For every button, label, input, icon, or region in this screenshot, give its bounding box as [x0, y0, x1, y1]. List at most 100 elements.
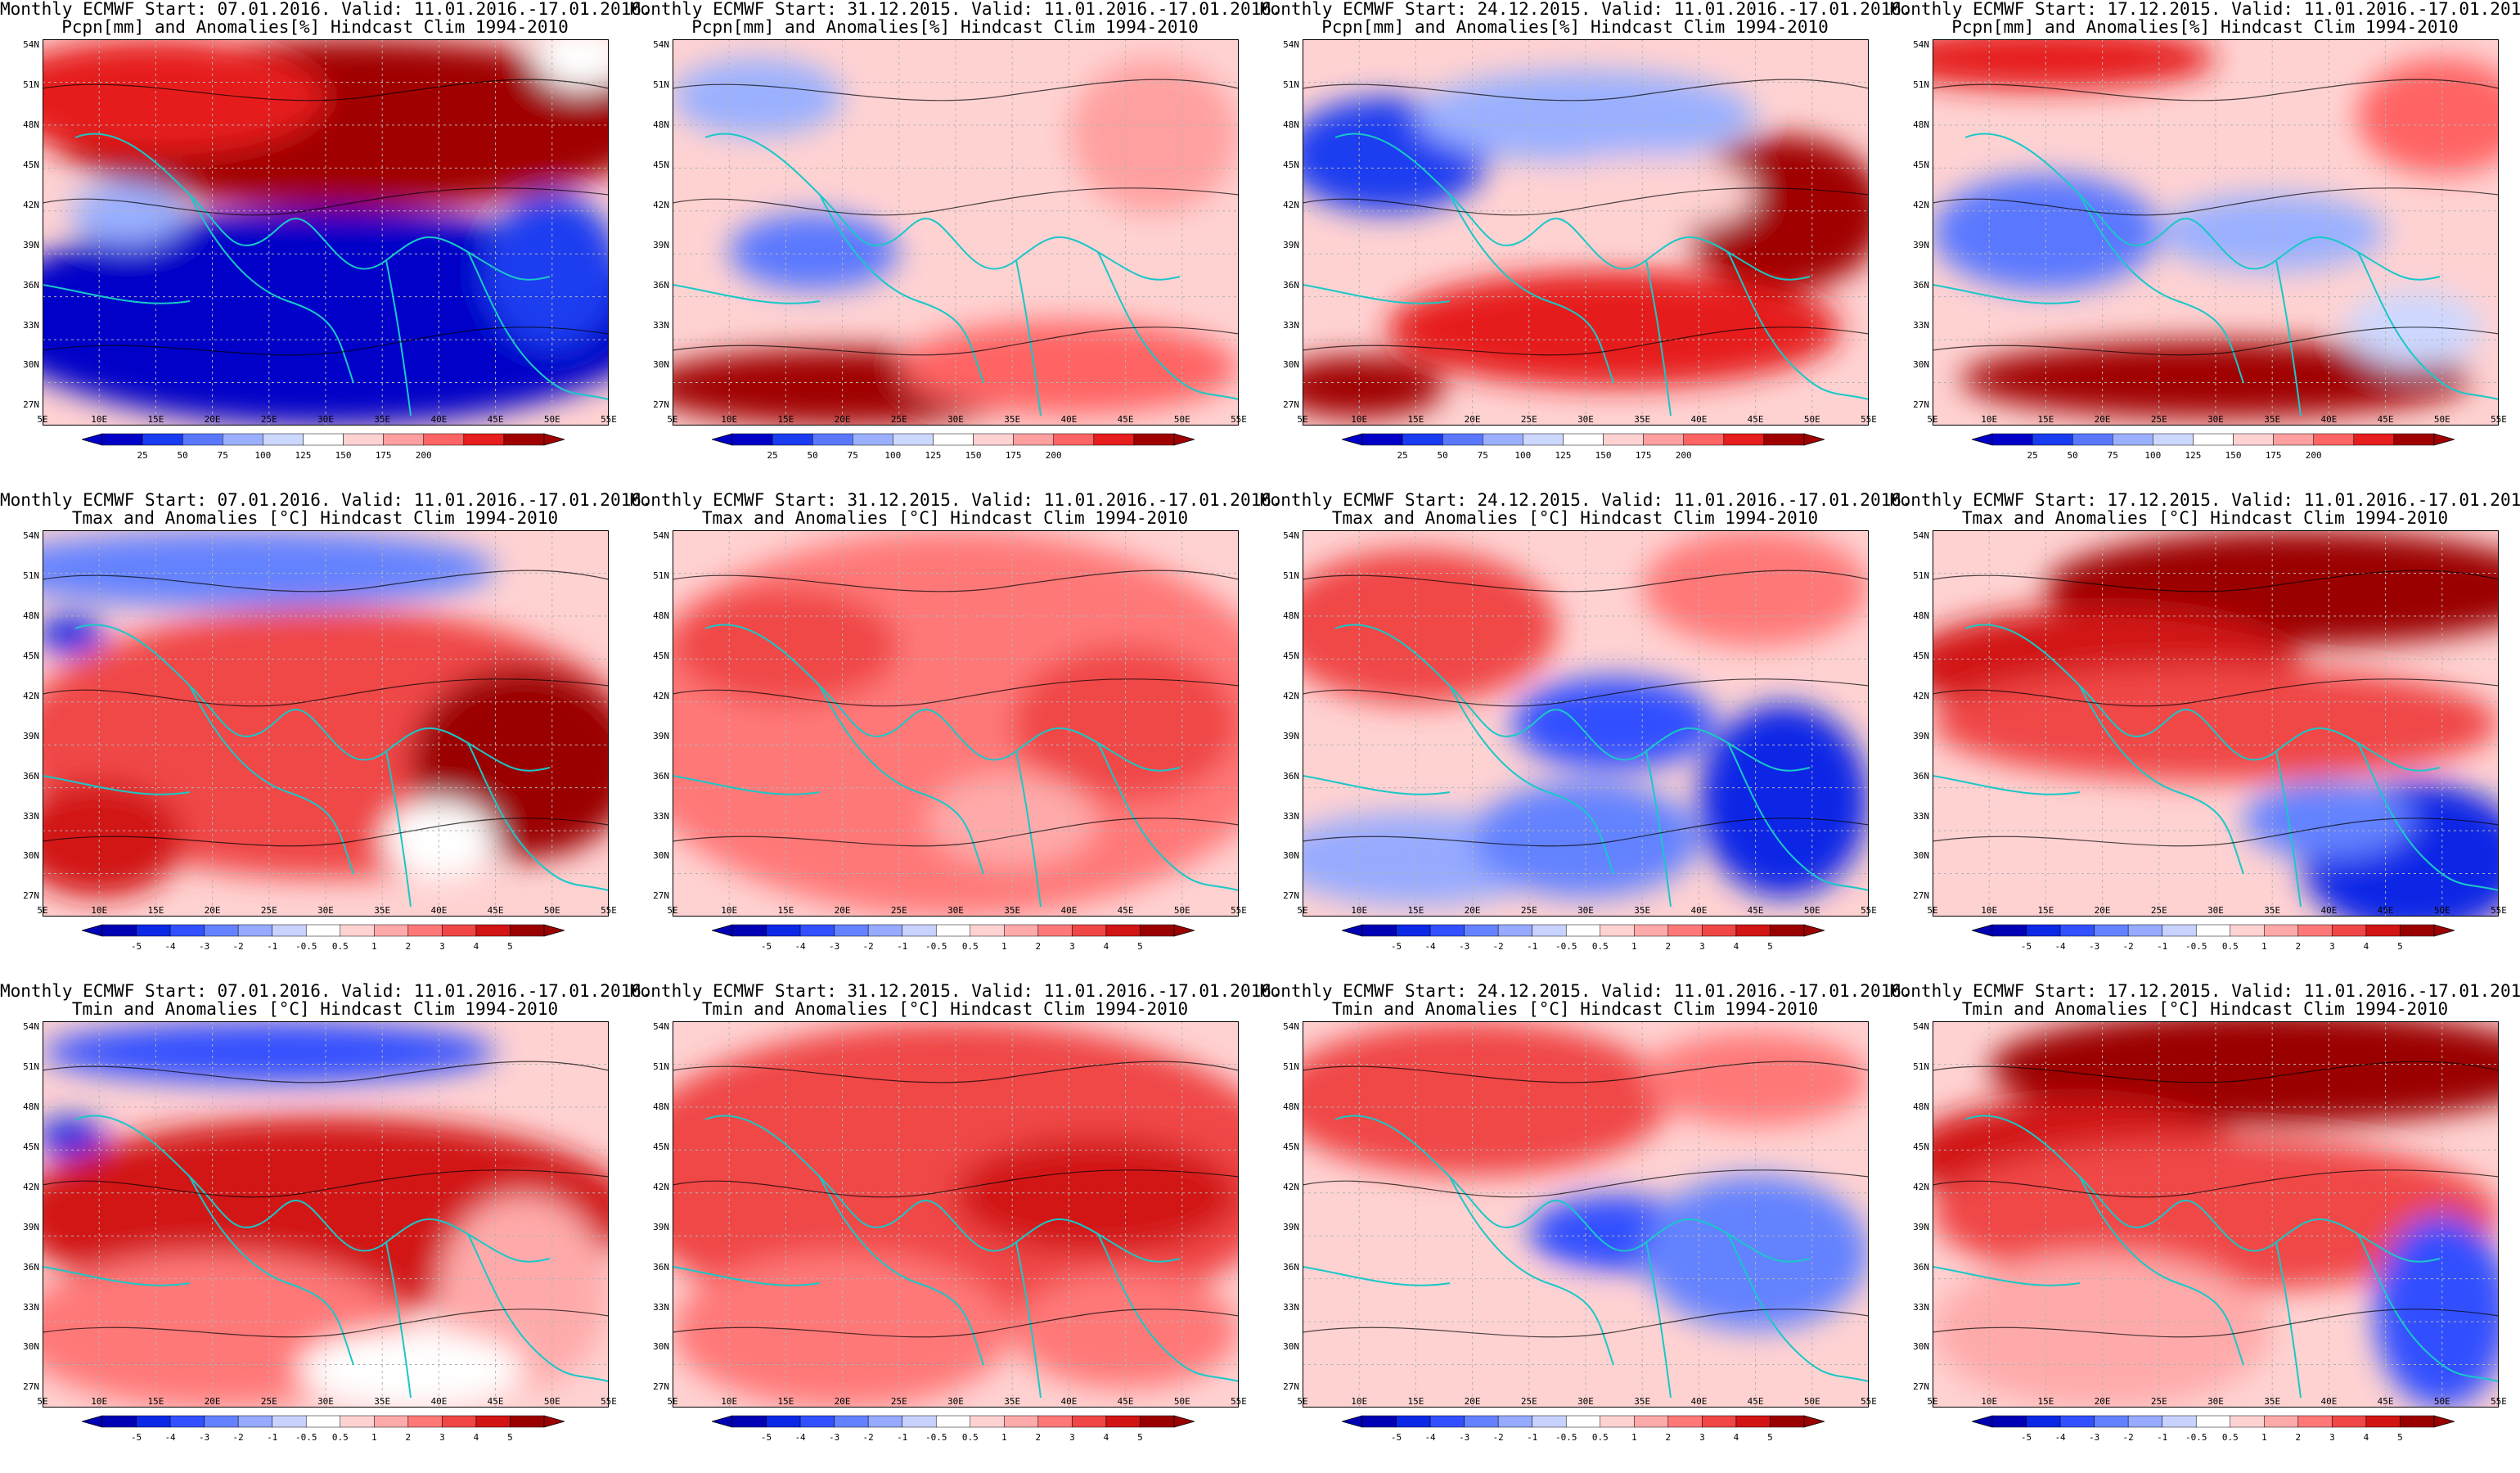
latitude-label: 30N [23, 359, 39, 371]
latitude-label: 51N [653, 1061, 669, 1072]
longitude-label: 55E [2491, 414, 2507, 425]
longitude-label: 35E [1004, 414, 1021, 425]
longitude-label: 20E [2094, 1396, 2111, 1407]
anomaly-region [2374, 1214, 2499, 1408]
colorbar-swatch [766, 924, 801, 937]
latitude-label: 45N [23, 159, 39, 170]
anomaly-region [1303, 549, 1558, 705]
colorbar-tick-label: 0.5 [1592, 1432, 1609, 1443]
latitude-label: 27N [1283, 399, 1299, 411]
colorbar-swatch [303, 433, 344, 446]
colorbar-tick-label: -4 [1424, 1432, 1436, 1443]
colorbar-swatch [442, 924, 477, 937]
colorbar-tick-label: 200 [2306, 450, 2322, 461]
colorbar-tick-label: 4 [1104, 1432, 1109, 1443]
latitude-label: 42N [23, 690, 39, 701]
longitude-label: 5E [667, 1396, 678, 1407]
colorbar-swatch [2162, 1415, 2197, 1428]
colorbar-tick-label: 0.5 [962, 1432, 979, 1443]
latitude-label: 54N [1283, 530, 1299, 541]
colorbar-tick-label: 100 [2144, 450, 2161, 461]
colorbar-tick-label: 3 [439, 1432, 445, 1443]
coastline [43, 133, 609, 417]
colorbar-swatch [799, 924, 835, 937]
latitude-label: 51N [1283, 570, 1299, 581]
colorbar-tick-label: 4 [474, 941, 479, 952]
latitude-label: 36N [23, 279, 39, 291]
panel-title-variable: Pcpn[mm] and Anomalies[%] Hindcast Clim … [1951, 17, 2459, 37]
forecast-panel: Monthly ECMWF Start: 31.12.2015. Valid: … [630, 491, 1282, 982]
latitude-label: 30N [1283, 359, 1299, 371]
latitude-label: 54N [23, 1021, 39, 1032]
latitude-label: 54N [1283, 39, 1299, 50]
longitude-label: 50E [1803, 1396, 1820, 1407]
colorbar-swatch [223, 433, 263, 446]
longitude-label: 55E [601, 1396, 617, 1407]
colorbar-swatch [1565, 924, 1601, 937]
contour-line [43, 79, 609, 356]
colorbar-tick-label: 75 [848, 450, 858, 461]
contour-line [1303, 570, 1869, 847]
colorbar-swatch [1429, 924, 1465, 937]
longitude-label: 10E [721, 905, 738, 916]
colorbar-tick-label: -3 [829, 1432, 839, 1443]
colorbar-tick-label: -3 [2089, 1432, 2099, 1443]
forecast-panel: Monthly ECMWF Start: 31.12.2015. Valid: … [630, 0, 1282, 491]
longitude-label: 25E [260, 414, 277, 425]
latitude-label: 30N [1283, 1341, 1299, 1353]
colorbar-swatch [272, 924, 307, 937]
colorbar-swatch [374, 924, 409, 937]
latitude-label: 39N [1913, 730, 1929, 741]
colorbar-swatch [1735, 924, 1771, 937]
latitude-label: 39N [653, 1221, 669, 1232]
longitude-label: 15E [777, 1396, 794, 1407]
colorbar-swatch [2332, 924, 2367, 937]
anomaly-region [1012, 646, 1239, 801]
colorbar-tick-label: -3 [199, 1432, 209, 1443]
colorbar-tick-label: -3 [199, 941, 209, 952]
longitude-label: 45E [1747, 1396, 1764, 1407]
panel-title-start: Monthly ECMWF Start: 31.12.2015. Valid: … [630, 981, 1282, 1001]
longitude-label: 10E [91, 414, 108, 425]
latitude-label: 36N [1283, 770, 1299, 782]
colorbar: 25 50 75 100 125 150 175 200 [82, 433, 565, 461]
longitude-label: 30E [947, 1396, 964, 1407]
forecast-panel: Monthly ECMWF Start: 07.01.2016. Valid: … [0, 0, 652, 491]
colorbar-tick-label: -2 [1493, 941, 1504, 952]
colorbar-tick-label: 125 [925, 450, 942, 461]
latitude-label: 51N [23, 79, 39, 90]
colorbar: -5 -4 -3 -2 -1 -0.5 0.5 1 2 3 4 5 [1342, 1415, 1825, 1443]
longitude-label: 10E [1981, 1396, 1998, 1407]
panel-title-variable: Pcpn[mm] and Anomalies[%] Hindcast Clim … [61, 17, 569, 37]
colorbar-swatch [902, 1415, 937, 1428]
latitude-label: 27N [23, 1381, 39, 1393]
longitude-label: 40E [1690, 1396, 1708, 1407]
colorbar-swatch [2297, 924, 2333, 937]
anomaly-region [70, 182, 184, 245]
contour-line [1933, 570, 2499, 847]
colorbar-swatch [1683, 433, 1725, 446]
latitude-label: 45N [1913, 1141, 1929, 1152]
latitude-label: 42N [1283, 199, 1299, 210]
colorbar-tick-label: -5 [761, 1432, 772, 1443]
anomaly-region [1933, 174, 2159, 291]
anomaly-region [1933, 39, 2216, 90]
colorbar-swatch [2193, 433, 2234, 446]
colorbar-tick-label: 5 [1137, 941, 1143, 952]
longitude-label: 5E [1927, 1396, 1938, 1407]
colorbar-swatch [1105, 924, 1141, 937]
colorbar-tick-label: 100 [884, 450, 901, 461]
colorbar-tick-label: -5 [1391, 941, 1402, 952]
colorbar-swatch [1770, 924, 1805, 937]
anomaly-region [2346, 290, 2482, 368]
panel-title-variable: Tmin and Anomalies [°C] Hindcast Clim 19… [701, 999, 1189, 1019]
latitude-label: 36N [1913, 1261, 1929, 1273]
longitude-label: 10E [721, 1396, 738, 1407]
anomaly-map [1303, 1021, 1869, 1408]
latitude-label: 36N [1913, 770, 1929, 782]
colorbar-swatch [2032, 433, 2073, 446]
colorbar: -5 -4 -3 -2 -1 -0.5 0.5 1 2 3 4 5 [1972, 924, 2455, 952]
colorbar-swatch [1497, 1415, 1532, 1428]
longitude-label: 45E [487, 1396, 504, 1407]
longitude-label: 50E [543, 1396, 560, 1407]
